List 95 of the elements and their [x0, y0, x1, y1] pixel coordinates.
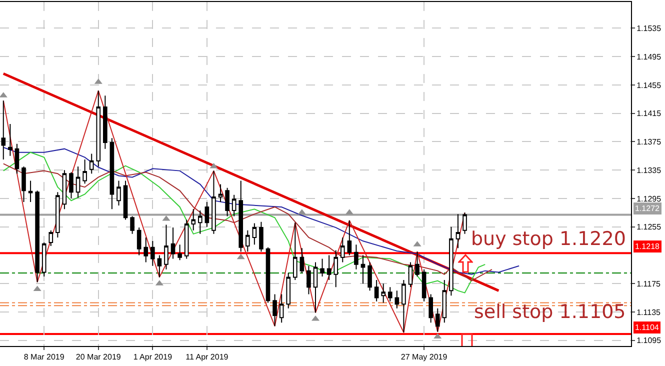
- candlestick: [245, 230, 250, 252]
- candlestick: [150, 240, 155, 266]
- candlestick: [82, 158, 87, 184]
- candlestick: [48, 230, 54, 246]
- candlestick: [462, 212, 467, 234]
- candlestick: [178, 244, 182, 261]
- candlestick: [388, 286, 392, 302]
- candlestick: [442, 280, 447, 324]
- candlestick: [368, 262, 372, 292]
- candlestick: [259, 221, 264, 252]
- candlestick: [184, 219, 189, 260]
- candlestick: [381, 283, 386, 304]
- candlestick: [164, 224, 168, 270]
- candlestick: [69, 172, 74, 199]
- candlestick: [394, 290, 400, 309]
- candlestick: [116, 180, 121, 206]
- candlestick: [89, 153, 94, 174]
- candlestick: [204, 202, 210, 228]
- candlestick: [218, 184, 223, 203]
- candlestick: [354, 244, 358, 270]
- candlestick: [320, 258, 324, 277]
- candlestick: [232, 194, 236, 217]
- line-series: [2, 90, 466, 334]
- candlestick: [266, 246, 270, 304]
- y-tick-label: 1.1375: [636, 138, 662, 147]
- candlestick: [238, 180, 244, 252]
- candlestick: [292, 222, 298, 281]
- candlestick: [170, 227, 176, 260]
- candlestick: [8, 124, 12, 156]
- candlestick: [279, 294, 284, 324]
- candlestick: [326, 254, 332, 281]
- candlestick: [198, 210, 202, 234]
- candlestick: [286, 272, 291, 309]
- candlestick: [144, 236, 148, 263]
- candlestick: [62, 170, 67, 210]
- point: [0, 92, 8, 98]
- annotation: buy stop 1.1220: [471, 228, 626, 250]
- candlestick: [157, 254, 162, 278]
- candlestick: [103, 95, 108, 150]
- point: [434, 333, 442, 339]
- candlestick: [130, 216, 134, 234]
- ref-line-label: 1.1218: [635, 242, 660, 251]
- candlestick: [272, 294, 277, 327]
- y-tick-label: 1.1175: [636, 279, 662, 288]
- candlestick: [96, 90, 101, 168]
- candlestick: [374, 280, 379, 302]
- candlestick: [408, 262, 413, 288]
- candlestick: [435, 308, 440, 332]
- candlestick: [252, 222, 257, 246]
- candlestick: [334, 250, 338, 288]
- candlestick: [28, 180, 33, 203]
- point: [236, 254, 245, 260]
- y-tick-label: 1.1415: [636, 109, 662, 118]
- x-tick-label: 1 Apr 2019: [133, 352, 173, 362]
- candlestick: [14, 143, 20, 174]
- ref-line-label: 1.1272: [635, 204, 660, 213]
- ref-line-label: 1.1104: [635, 323, 660, 332]
- candlestick: [428, 294, 434, 324]
- candlestick: [76, 166, 80, 198]
- annotation: sell stop 1.1105: [474, 301, 626, 323]
- y-tick-label: 1.1455: [636, 80, 662, 90]
- candlestick: [415, 251, 420, 277]
- y-tick-label: 1.1335: [636, 166, 662, 175]
- candlestick: [422, 268, 426, 302]
- x-tick-label: 20 Mar 2019: [76, 352, 122, 362]
- candlestick: [456, 214, 460, 249]
- candlestick: [225, 187, 230, 217]
- candlestick: [212, 170, 216, 234]
- candlestick: [360, 254, 366, 284]
- y-tick-label: 1.1535: [636, 24, 662, 34]
- candlestick: [123, 180, 128, 220]
- candlestick: [306, 265, 311, 295]
- candlestick: [347, 220, 352, 256]
- x-tick-label: 8 Mar 2019: [24, 352, 65, 362]
- candlestick: [1, 100, 6, 160]
- candlestick: [56, 192, 60, 238]
- candlestick: [22, 166, 26, 203]
- y-tick-label: 1.1255: [636, 222, 662, 232]
- point: [33, 286, 42, 292]
- candlestick: [35, 190, 40, 283]
- y-tick-label: 1.1135: [636, 308, 662, 317]
- x-tick-label: 11 Apr 2019: [186, 352, 229, 362]
- candlestick: [340, 236, 345, 263]
- candlestick: [313, 262, 318, 314]
- candlestick: [110, 138, 114, 210]
- candlestick: [191, 208, 196, 231]
- y-tick-label: 1.1095: [636, 336, 662, 346]
- candlestick: [402, 280, 406, 334]
- candlestick: [136, 227, 142, 256]
- candlestick: [449, 226, 454, 296]
- y-tick-label: 1.1295: [636, 194, 662, 204]
- y-tick-label: 1.1495: [636, 52, 662, 62]
- candlestick: [42, 242, 46, 277]
- candlestick: [300, 248, 304, 274]
- x-tick-label: 27 May 2019: [400, 352, 448, 362]
